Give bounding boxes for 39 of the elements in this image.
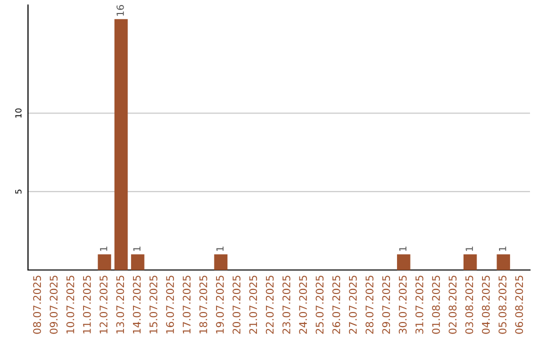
x-tick-label: 05.08.2025 [498,276,506,334]
x-tick-label: 30.07.2025 [398,276,407,334]
x-tick-label: 27.07.2025 [348,276,357,334]
x-tick-label: 23.07.2025 [282,276,290,334]
data-label: 1 [133,246,140,251]
x-tick-label: 02.08.2025 [448,276,457,334]
data-label: 1 [499,246,506,251]
x-tick-label: 14.07.2025 [132,276,141,334]
x-tick-label: 12.07.2025 [100,276,108,334]
x-tick-label: 01.08.2025 [432,276,440,334]
y-tick-label: 5 [15,190,22,194]
x-tick-label: 29.07.2025 [382,276,390,334]
data-label: 1 [216,246,224,251]
x-tick-label: 19.07.2025 [216,276,224,334]
x-tick-label: 21.07.2025 [249,276,258,334]
data-label: 16 [116,5,124,16]
x-tick-label: 15.07.2025 [149,276,158,334]
x-tick-label: 03.08.2025 [465,276,474,334]
x-tick-label: 06.08.2025 [515,276,524,334]
x-tick-label: 08.07.2025 [33,276,41,334]
y-tick-label: 10 [15,108,22,118]
x-tick-label: 10.07.2025 [66,276,74,334]
x-tick-label: 31.07.2025 [415,276,424,334]
x-tick-label: 17.07.2025 [182,276,191,334]
x-tick-label: 11.07.2025 [82,276,91,334]
data-label: 1 [466,246,473,251]
x-tick-label: 25.07.2025 [316,276,324,334]
x-tick-label: 22.07.2025 [266,276,274,334]
x-tick-label: 09.07.2025 [50,276,58,334]
data-label: 1 [399,246,406,251]
x-tick-label: 16.07.2025 [166,276,174,334]
x-tick-label: 24.07.2025 [299,276,307,334]
x-tick-label: 20.07.2025 [232,276,240,334]
x-tick-label: 04.08.2025 [482,276,490,334]
x-tick-label: 13.07.2025 [116,276,124,334]
x-tick-label: 26.07.2025 [332,276,340,334]
data-label: 1 [100,246,108,251]
x-tick-label: 28.07.2025 [366,276,374,334]
x-tick-label: 18.07.2025 [199,276,208,334]
